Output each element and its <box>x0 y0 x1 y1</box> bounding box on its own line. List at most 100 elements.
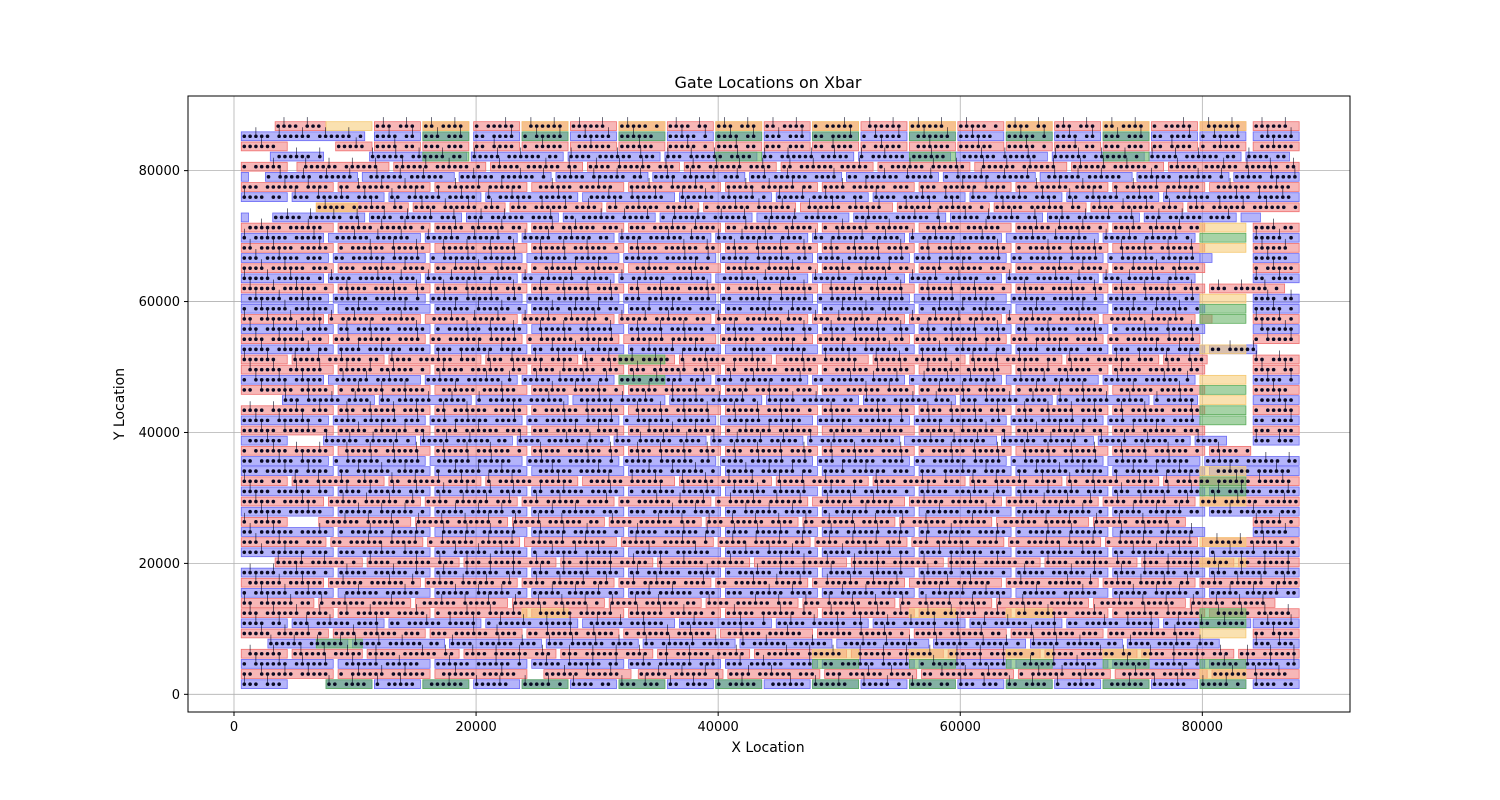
gate-point <box>1007 560 1012 565</box>
gate-point <box>1183 530 1188 534</box>
gate-point <box>881 560 886 565</box>
gate-point <box>504 479 509 484</box>
gate-bar-blue <box>1112 506 1206 517</box>
gate-point <box>869 651 874 656</box>
gate-point <box>767 651 771 656</box>
gate-bar-blue <box>817 293 910 304</box>
gate-point <box>1195 469 1199 473</box>
gate-point <box>807 560 812 565</box>
gate-point <box>918 540 923 544</box>
gate-point <box>1180 641 1185 646</box>
gate-point <box>676 570 680 575</box>
gate-point <box>323 469 328 473</box>
gate-point <box>254 651 258 656</box>
gate-point <box>1241 580 1246 585</box>
gate-point <box>644 438 648 443</box>
gate-point <box>283 611 287 615</box>
gate-bar-red <box>957 141 1005 152</box>
gate-point <box>966 489 971 494</box>
gate-point <box>653 611 657 615</box>
gate-point <box>1217 621 1221 626</box>
gate-point <box>711 611 715 615</box>
gate-point <box>1228 611 1232 615</box>
gate-point <box>532 489 537 494</box>
gate-bar-blue <box>337 303 431 314</box>
gate-point <box>744 570 748 575</box>
gate-point <box>926 550 930 555</box>
gate-point <box>789 479 793 484</box>
gate-point <box>271 479 276 484</box>
gate-point <box>995 469 1000 473</box>
gate-point <box>543 540 547 544</box>
gate-bar-blue <box>821 588 915 598</box>
gate-point <box>517 469 522 473</box>
gate-bar-red <box>618 496 712 507</box>
gate-point <box>749 469 754 473</box>
gate-point <box>682 469 686 473</box>
gate-point <box>636 621 640 626</box>
gate-point <box>1154 489 1159 494</box>
gate-point <box>1228 479 1233 484</box>
gate-point <box>497 438 501 443</box>
gate-point <box>761 591 766 595</box>
gate-point <box>501 459 505 463</box>
gate-bar-red <box>628 608 721 618</box>
gate-point <box>1257 570 1261 575</box>
gate-point <box>725 540 729 544</box>
gate-point <box>1234 662 1238 666</box>
gate-point <box>874 621 878 626</box>
gate-point <box>627 601 632 605</box>
gate-bar-blue <box>361 172 455 182</box>
gate-point <box>1098 611 1103 615</box>
gate-point <box>1269 479 1274 484</box>
gate-point <box>1268 509 1273 514</box>
gate-point <box>823 530 828 534</box>
gate-bar-blue <box>1005 374 1099 385</box>
gate-point <box>1253 580 1258 585</box>
gate-point <box>687 611 692 615</box>
gate-point <box>982 479 987 484</box>
gate-point <box>629 509 634 514</box>
gate-point <box>457 540 462 544</box>
gate-bar-red <box>388 354 482 365</box>
gate-point <box>875 550 880 555</box>
gate-bar-red <box>1199 141 1247 152</box>
gate-point <box>1236 672 1241 676</box>
gate-point <box>881 489 886 494</box>
gate-bar-blue <box>1056 395 1150 405</box>
gate-bar-blue <box>582 618 675 629</box>
gate-point <box>1131 479 1136 484</box>
gate-point <box>885 479 890 484</box>
gate-point <box>1169 641 1173 646</box>
gate-bar-blue <box>337 588 431 598</box>
gate-point <box>556 672 561 676</box>
gate-point <box>271 591 276 595</box>
gate-point <box>651 520 655 524</box>
gate-bar-blue <box>1010 456 1104 466</box>
gate-point <box>899 591 903 595</box>
gate-point <box>623 641 627 646</box>
gate-point <box>409 509 413 514</box>
gate-point <box>523 651 527 656</box>
gate-point <box>1113 591 1118 595</box>
gate-point <box>579 509 584 514</box>
gate-point <box>1121 682 1126 686</box>
gate-point <box>773 611 777 615</box>
gate-bar-blue <box>1039 172 1133 182</box>
gate-point <box>620 580 624 585</box>
gate-point <box>694 631 699 636</box>
gate-point <box>579 489 584 494</box>
gate-point <box>903 479 907 484</box>
gate-point <box>471 550 475 555</box>
gate-point <box>856 601 861 605</box>
gate-point <box>611 641 616 646</box>
gate-point <box>1239 651 1244 656</box>
gate-point <box>777 682 781 686</box>
gate-point <box>306 570 310 575</box>
gate-point <box>670 662 675 666</box>
gate-point <box>916 682 921 686</box>
gate-bar-red <box>1112 283 1206 294</box>
gate-bar-red <box>1102 496 1196 507</box>
gate-bar-blue <box>918 527 1012 537</box>
gate-point <box>277 530 281 534</box>
